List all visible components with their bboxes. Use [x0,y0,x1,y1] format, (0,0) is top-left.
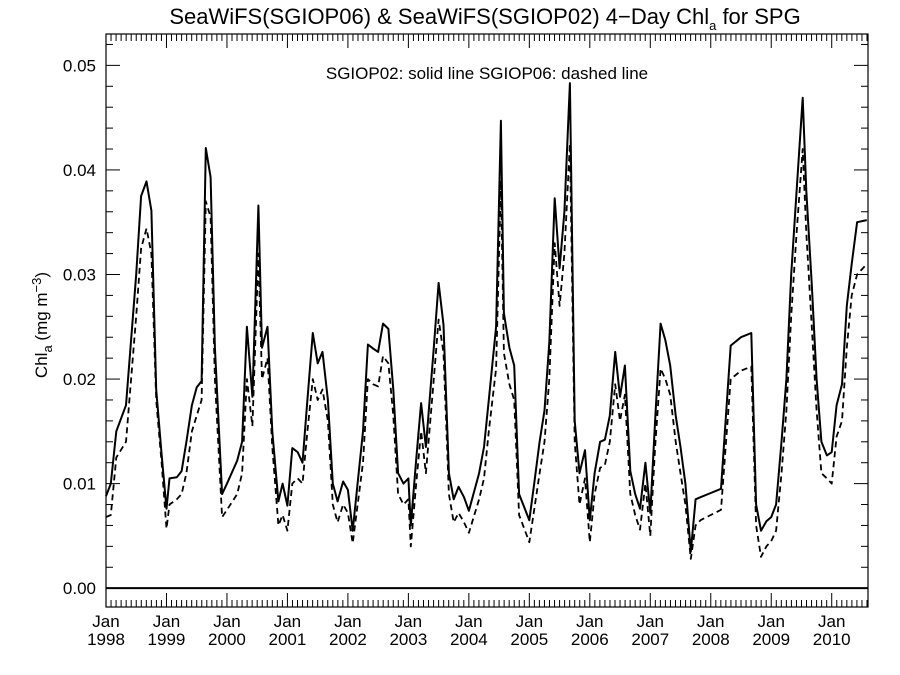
x-tick-label-month: Jan [516,612,543,631]
x-tick-label-year: 2001 [269,630,307,649]
y-tick-label: 0.04 [63,161,96,180]
x-tick-label-year: 2008 [692,630,730,649]
x-tick-label-year: 2002 [329,630,367,649]
x-tick-label-year: 2005 [510,630,548,649]
x-tick-label-month: Jan [92,612,119,631]
x-tick-label-year: 2003 [389,630,427,649]
x-tick-label-year: 1999 [148,630,186,649]
x-tick-label-month: Jan [637,612,664,631]
x-tick-label-year: 2009 [752,630,790,649]
x-tick-label-year: 2006 [571,630,609,649]
y-tick-label: 0.03 [63,265,96,284]
plot-frame [105,33,869,608]
x-tick-label-year: 2010 [813,630,851,649]
x-tick-label-year: 1998 [87,630,125,649]
x-tick-label-year: 2007 [631,630,669,649]
series-line-sgiop02 [105,82,868,553]
y-tick-label: 0.05 [63,56,96,75]
series-line-sgiop06 [105,142,868,560]
x-tick-label-year: 2000 [208,630,246,649]
x-tick-label-month: Jan [153,612,180,631]
x-tick-label-month: Jan [818,612,845,631]
x-tick-label-month: Jan [395,612,422,631]
legend-annotation: SGIOP02: solid line SGIOP06: dashed line [326,64,648,83]
x-tick-label-month: Jan [334,612,361,631]
y-tick-label: 0.02 [63,370,96,389]
x-tick-label-month: Jan [274,612,301,631]
x-tick-label-month: Jan [213,612,240,631]
chart-title: SeaWiFS(SGIOP06) & SeaWiFS(SGIOP02) 4−Da… [169,4,800,33]
x-tick-label-month: Jan [697,612,724,631]
y-tick-label: 0.01 [63,475,96,494]
x-tick-label-month: Jan [576,612,603,631]
x-tick-label-month: Jan [455,612,482,631]
plot-area: 0.000.010.020.030.040.05Jan1998Jan1999Ja… [63,33,869,649]
y-tick-label: 0.00 [63,579,96,598]
x-tick-label-month: Jan [758,612,785,631]
x-tick-label-year: 2004 [450,630,488,649]
y-axis-label: Chla (mg m−3) [29,272,55,378]
